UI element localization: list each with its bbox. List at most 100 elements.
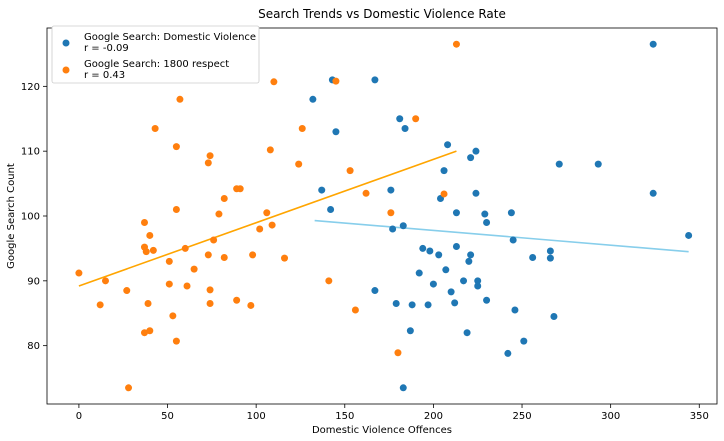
- x-tick-label: 0: [76, 411, 82, 422]
- point-domestic-violence: [460, 277, 468, 285]
- point-1800-respect: [96, 301, 104, 309]
- point-domestic-violence: [452, 209, 460, 217]
- point-1800-respect: [236, 185, 244, 193]
- point-1800-respect: [190, 265, 198, 273]
- point-domestic-violence: [509, 236, 517, 244]
- point-domestic-violence: [318, 186, 326, 194]
- point-domestic-violence: [399, 384, 407, 392]
- point-domestic-violence: [451, 299, 459, 307]
- point-1800-respect: [181, 244, 189, 252]
- trend-lines: [78, 150, 689, 287]
- point-1800-respect: [146, 327, 154, 335]
- point-1800-respect: [346, 167, 354, 175]
- trend-line-domestic-violence: [314, 219, 689, 253]
- point-1800-respect: [362, 189, 370, 197]
- x-tick-label: 350: [690, 411, 709, 422]
- point-domestic-violence: [465, 257, 473, 265]
- point-domestic-violence: [442, 266, 450, 274]
- data-points: [75, 40, 693, 392]
- point-domestic-violence: [472, 189, 480, 197]
- x-tick-label: 100: [247, 411, 266, 422]
- point-domestic-violence: [504, 349, 512, 357]
- point-domestic-violence: [387, 186, 395, 194]
- point-1800-respect: [263, 209, 271, 217]
- point-domestic-violence: [396, 115, 404, 123]
- legend: Google Search: Domestic Violence r = -0.…: [51, 25, 260, 84]
- point-1800-respect: [151, 124, 159, 132]
- point-domestic-violence: [463, 329, 471, 337]
- y-tick-label: 120: [21, 82, 40, 93]
- x-tick-label: 150: [335, 411, 354, 422]
- x-tick-label: 50: [161, 411, 174, 422]
- point-domestic-violence: [406, 327, 414, 335]
- point-domestic-violence: [371, 287, 379, 295]
- point-1800-respect: [176, 95, 184, 103]
- point-domestic-violence: [474, 282, 482, 290]
- point-1800-respect: [125, 384, 133, 392]
- point-1800-respect: [206, 300, 214, 308]
- legend-label-domestic-violence: Google Search: Domestic Violence: [84, 32, 256, 43]
- point-domestic-violence: [511, 306, 519, 314]
- trend-line-1800-respect: [78, 150, 457, 287]
- point-domestic-violence: [483, 296, 491, 304]
- point-1800-respect: [332, 77, 340, 85]
- point-1800-respect: [204, 159, 212, 167]
- chart-title: Search Trends vs Domestic Violence Rate: [258, 7, 506, 21]
- point-1800-respect: [452, 40, 460, 48]
- y-axis-label: Google Search Count: [6, 163, 17, 269]
- point-1800-respect: [351, 306, 359, 314]
- point-1800-respect: [220, 194, 228, 202]
- point-1800-respect: [233, 296, 241, 304]
- point-1800-respect: [172, 206, 180, 214]
- point-domestic-violence: [520, 337, 528, 345]
- point-domestic-violence: [546, 247, 554, 255]
- point-domestic-violence: [399, 222, 407, 230]
- point-1800-respect: [266, 146, 274, 154]
- point-1800-respect: [169, 312, 177, 320]
- point-domestic-violence: [415, 269, 423, 277]
- point-1800-respect: [172, 337, 180, 345]
- y-axis-ticks: 80 90 100 110 120: [21, 82, 47, 352]
- point-domestic-violence: [467, 154, 475, 162]
- point-1800-respect: [140, 218, 148, 226]
- point-domestic-violence: [474, 277, 482, 285]
- legend-label-1800-respect: Google Search: 1800 respect: [84, 59, 229, 70]
- legend-r-domestic-violence: r = -0.09: [84, 43, 129, 54]
- plot-area: [46, 27, 718, 405]
- x-tick-label: 200: [424, 411, 443, 422]
- point-domestic-violence: [392, 300, 400, 308]
- x-tick-label: 300: [601, 411, 620, 422]
- point-1800-respect: [215, 210, 223, 218]
- x-tick-label: 250: [512, 411, 531, 422]
- point-1800-respect: [247, 301, 255, 309]
- point-1800-respect: [206, 286, 214, 294]
- point-domestic-violence: [408, 301, 416, 309]
- y-tick-label: 90: [27, 276, 40, 287]
- y-tick-label: 110: [21, 147, 40, 158]
- x-axis-ticks: 0 50 100 150 200 250 300 350: [76, 404, 709, 422]
- point-1800-respect: [298, 124, 306, 132]
- legend-marker-domestic-violence: [62, 39, 70, 47]
- point-1800-respect: [268, 221, 276, 229]
- plot-frame: [46, 27, 718, 405]
- point-domestic-violence: [332, 128, 340, 136]
- point-domestic-violence: [594, 160, 602, 168]
- point-domestic-violence: [309, 95, 317, 103]
- point-domestic-violence: [426, 247, 434, 255]
- point-1800-respect: [412, 115, 420, 123]
- point-domestic-violence: [467, 251, 475, 259]
- point-1800-respect: [206, 152, 214, 160]
- point-1800-respect: [172, 143, 180, 151]
- point-1800-respect: [325, 277, 333, 285]
- point-domestic-violence: [440, 167, 448, 175]
- point-domestic-violence: [371, 76, 379, 84]
- point-1800-respect: [101, 277, 109, 285]
- point-1800-respect: [142, 248, 150, 256]
- point-1800-respect: [183, 282, 191, 290]
- point-domestic-violence: [483, 218, 491, 226]
- point-domestic-violence: [447, 288, 455, 296]
- point-1800-respect: [123, 287, 131, 295]
- point-1800-respect: [146, 231, 154, 239]
- point-domestic-violence: [444, 141, 452, 149]
- point-1800-respect: [165, 257, 173, 265]
